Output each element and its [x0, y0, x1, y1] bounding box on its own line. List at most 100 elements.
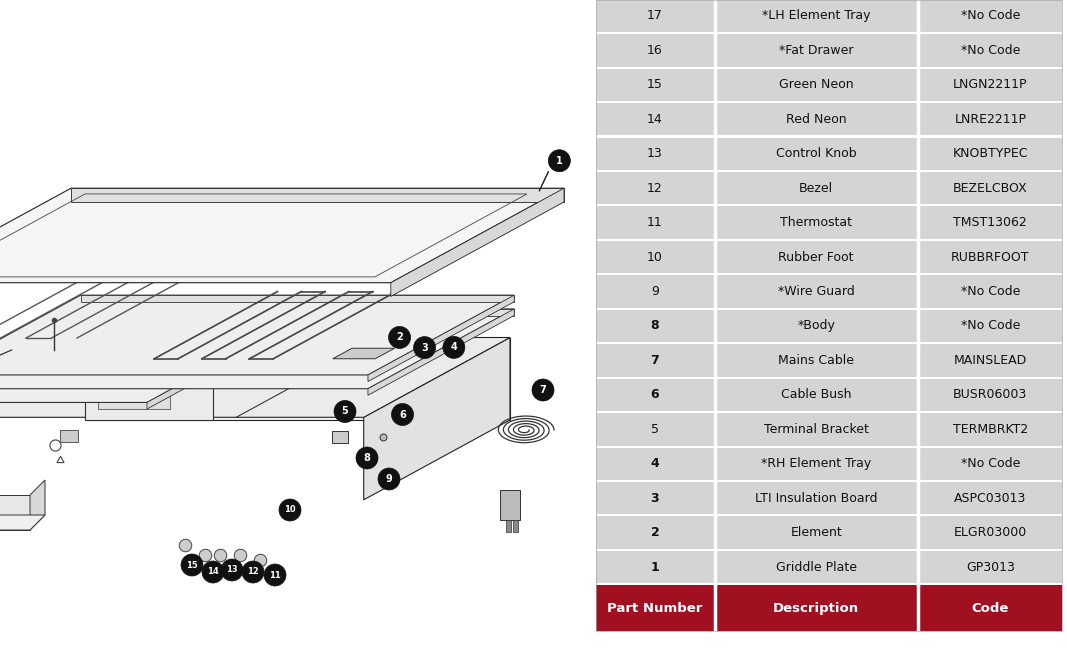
Text: *No Code: *No Code — [960, 457, 1020, 470]
Bar — [919, 276, 1062, 307]
Bar — [716, 276, 917, 307]
Text: 7: 7 — [540, 385, 546, 395]
Bar — [596, 310, 714, 342]
Text: *Wire Guard: *Wire Guard — [778, 285, 855, 298]
Polygon shape — [98, 359, 170, 409]
Polygon shape — [85, 337, 212, 420]
Bar — [596, 413, 714, 445]
Bar — [919, 551, 1062, 583]
Bar — [919, 586, 1062, 630]
Bar — [596, 207, 714, 239]
Text: TERMBRKT2: TERMBRKT2 — [953, 422, 1028, 436]
Polygon shape — [364, 337, 510, 500]
Text: 15: 15 — [186, 560, 197, 569]
Text: 14: 14 — [207, 567, 219, 577]
Polygon shape — [391, 188, 564, 296]
Bar — [60, 430, 78, 442]
Bar — [716, 0, 917, 32]
Bar — [596, 517, 714, 549]
Bar — [716, 69, 917, 101]
Bar — [716, 241, 917, 273]
Text: 8: 8 — [651, 319, 659, 332]
Text: 9: 9 — [385, 474, 393, 484]
Text: LNRE2211P: LNRE2211P — [954, 113, 1026, 126]
Text: 15: 15 — [647, 78, 663, 91]
Bar — [596, 448, 714, 480]
Bar — [919, 69, 1062, 101]
Text: *No Code: *No Code — [960, 285, 1020, 298]
Bar — [332, 430, 348, 443]
Text: Bezel: Bezel — [799, 181, 833, 194]
Text: *No Code: *No Code — [960, 319, 1020, 332]
Text: Rubber Foot: Rubber Foot — [779, 250, 854, 263]
Text: Griddle Plate: Griddle Plate — [776, 560, 857, 573]
Text: Cable Bush: Cable Bush — [781, 388, 851, 401]
Bar — [716, 482, 917, 514]
Text: RUBBRFOOT: RUBBRFOOT — [951, 250, 1030, 263]
Bar — [596, 69, 714, 101]
Polygon shape — [0, 515, 45, 530]
Text: 4: 4 — [450, 343, 458, 352]
Bar — [919, 344, 1062, 376]
Bar — [716, 551, 917, 583]
Polygon shape — [81, 309, 514, 315]
Text: 13: 13 — [226, 566, 238, 575]
Bar — [596, 551, 714, 583]
Bar — [596, 172, 714, 204]
Bar — [919, 207, 1062, 239]
Text: Code: Code — [972, 601, 1009, 614]
Polygon shape — [0, 322, 293, 402]
Circle shape — [388, 326, 411, 348]
Text: Mains Cable: Mains Cable — [778, 354, 855, 367]
Bar — [716, 344, 917, 376]
Text: *LH Element Tray: *LH Element Tray — [762, 9, 871, 22]
Text: Description: Description — [774, 601, 859, 614]
Circle shape — [278, 499, 301, 521]
Polygon shape — [71, 188, 564, 202]
Circle shape — [378, 468, 400, 490]
Bar — [716, 413, 917, 445]
Bar — [716, 172, 917, 204]
Text: 12: 12 — [248, 567, 259, 577]
Text: Red Neon: Red Neon — [786, 113, 846, 126]
Text: 10: 10 — [284, 506, 296, 515]
Bar — [596, 138, 714, 170]
Text: 17: 17 — [647, 9, 663, 22]
Text: 5: 5 — [651, 422, 659, 436]
Bar — [500, 490, 520, 520]
Text: 4: 4 — [651, 457, 659, 470]
Text: 3: 3 — [651, 491, 659, 504]
Text: GP3013: GP3013 — [966, 560, 1015, 573]
Circle shape — [392, 404, 414, 426]
Bar — [919, 0, 1062, 32]
Text: 10°: 10° — [111, 354, 123, 361]
Text: 2: 2 — [651, 526, 659, 539]
Circle shape — [356, 447, 378, 469]
Bar — [919, 413, 1062, 445]
Bar — [596, 241, 714, 273]
Text: LTI Insulation Board: LTI Insulation Board — [755, 491, 877, 504]
Bar — [919, 310, 1062, 342]
Text: 10: 10 — [647, 250, 663, 263]
Bar — [596, 103, 714, 135]
Text: Part Number: Part Number — [607, 601, 703, 614]
Polygon shape — [333, 348, 395, 359]
Text: ASPC03013: ASPC03013 — [954, 491, 1026, 504]
Polygon shape — [368, 295, 514, 382]
Polygon shape — [0, 337, 510, 417]
Polygon shape — [30, 480, 45, 530]
Text: 11: 11 — [269, 571, 281, 580]
Bar — [716, 517, 917, 549]
Text: Element: Element — [791, 526, 842, 539]
Text: 2: 2 — [396, 332, 403, 343]
Bar — [919, 482, 1062, 514]
Text: 12: 12 — [647, 181, 663, 194]
Text: 7: 7 — [651, 354, 659, 367]
Bar — [919, 138, 1062, 170]
Bar — [506, 520, 511, 532]
Bar — [716, 207, 917, 239]
Bar — [919, 448, 1062, 480]
Circle shape — [242, 561, 264, 583]
Circle shape — [264, 564, 286, 586]
Text: ELGR03000: ELGR03000 — [954, 526, 1026, 539]
